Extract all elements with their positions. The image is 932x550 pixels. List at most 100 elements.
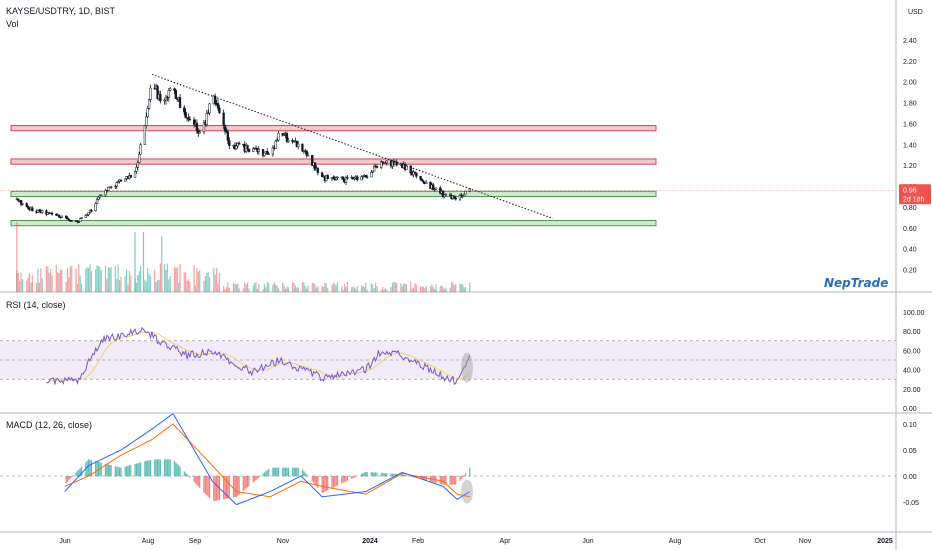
candle[interactable] — [195, 122, 199, 132]
candle[interactable] — [236, 142, 239, 147]
candle[interactable] — [178, 97, 182, 108]
candle[interactable] — [271, 147, 275, 155]
candle[interactable] — [320, 172, 324, 178]
candle[interactable] — [76, 220, 79, 222]
candle[interactable] — [444, 194, 448, 196]
candle[interactable] — [263, 152, 266, 156]
candle[interactable] — [356, 176, 359, 181]
candle[interactable] — [413, 171, 417, 174]
candle[interactable] — [375, 166, 379, 168]
candle[interactable] — [147, 99, 151, 109]
candle[interactable] — [405, 165, 408, 170]
candle[interactable] — [409, 165, 412, 174]
candle[interactable] — [115, 182, 118, 187]
candle[interactable] — [166, 96, 169, 99]
candle[interactable] — [344, 177, 348, 183]
candle[interactable] — [395, 161, 398, 166]
candle[interactable] — [79, 218, 82, 223]
candle[interactable] — [133, 171, 137, 178]
candle[interactable] — [38, 209, 41, 212]
candle[interactable] — [311, 155, 314, 166]
candle[interactable] — [139, 144, 142, 155]
candle[interactable] — [70, 220, 73, 222]
candle[interactable] — [183, 107, 186, 113]
candle[interactable] — [285, 133, 289, 142]
candle[interactable] — [415, 172, 418, 177]
candle[interactable] — [277, 133, 280, 141]
candle[interactable] — [360, 176, 363, 181]
candle[interactable] — [275, 139, 279, 142]
candle[interactable] — [228, 140, 231, 147]
candle[interactable] — [31, 207, 34, 212]
candle[interactable] — [207, 112, 210, 115]
candle[interactable] — [94, 203, 97, 212]
macd-signal-line[interactable] — [64, 423, 470, 498]
candle[interactable] — [98, 195, 102, 198]
candle[interactable] — [167, 90, 170, 98]
zone-support-2[interactable] — [10, 190, 657, 198]
last-price-tag[interactable] — [899, 184, 931, 205]
candle[interactable] — [66, 217, 69, 220]
candle[interactable] — [192, 119, 196, 125]
zone-resistance-1[interactable] — [10, 158, 657, 165]
candle[interactable] — [100, 194, 103, 196]
candle[interactable] — [164, 96, 168, 101]
candle[interactable] — [454, 197, 457, 200]
candle[interactable] — [361, 176, 365, 178]
candle[interactable] — [84, 215, 87, 218]
candle[interactable] — [439, 187, 442, 194]
candle[interactable] — [208, 103, 211, 114]
candle[interactable] — [77, 221, 80, 223]
candle[interactable] — [412, 171, 415, 175]
candle[interactable] — [143, 125, 147, 145]
candle[interactable] — [109, 186, 113, 188]
candle[interactable] — [21, 203, 24, 205]
candle[interactable] — [87, 212, 90, 215]
candle[interactable] — [19, 200, 23, 205]
candle[interactable] — [364, 175, 367, 178]
candle[interactable] — [313, 162, 317, 171]
candle[interactable] — [295, 140, 298, 147]
candle[interactable] — [282, 134, 286, 136]
candle[interactable] — [222, 112, 225, 126]
candle[interactable] — [159, 93, 162, 102]
candle[interactable] — [80, 217, 83, 220]
candle[interactable] — [463, 193, 466, 197]
candle[interactable] — [202, 122, 206, 133]
candle[interactable] — [36, 209, 40, 213]
rsi-line[interactable] — [46, 326, 471, 386]
zone-support-3[interactable] — [10, 220, 657, 227]
candle[interactable] — [266, 151, 269, 155]
candle[interactable] — [380, 161, 383, 168]
candle[interactable] — [226, 131, 230, 141]
candles[interactable] — [15, 83, 471, 224]
candle[interactable] — [17, 198, 20, 201]
currency-label[interactable]: USD — [908, 9, 923, 16]
zones[interactable] — [10, 125, 657, 227]
candle[interactable] — [419, 176, 422, 180]
candle[interactable] — [119, 179, 123, 182]
candle[interactable] — [316, 168, 320, 174]
macd-highlight-circle[interactable] — [460, 479, 473, 504]
candle[interactable] — [237, 142, 241, 145]
candle[interactable] — [335, 177, 338, 180]
candle[interactable] — [246, 145, 249, 150]
macd-line[interactable] — [64, 413, 471, 506]
candle[interactable] — [306, 155, 310, 157]
candle[interactable] — [174, 90, 177, 99]
candle[interactable] — [136, 162, 139, 168]
candle[interactable] — [26, 206, 30, 209]
candle[interactable] — [353, 177, 356, 180]
candle[interactable] — [434, 187, 438, 190]
candle[interactable] — [443, 194, 446, 198]
candle[interactable] — [187, 117, 190, 120]
candle[interactable] — [252, 148, 255, 152]
candle[interactable] — [90, 210, 93, 212]
candle[interactable] — [214, 95, 217, 104]
candle[interactable] — [274, 140, 277, 149]
candle[interactable] — [261, 149, 265, 156]
candle[interactable] — [235, 145, 238, 150]
rsi-pane[interactable] — [0, 326, 896, 386]
candle[interactable] — [223, 125, 227, 132]
